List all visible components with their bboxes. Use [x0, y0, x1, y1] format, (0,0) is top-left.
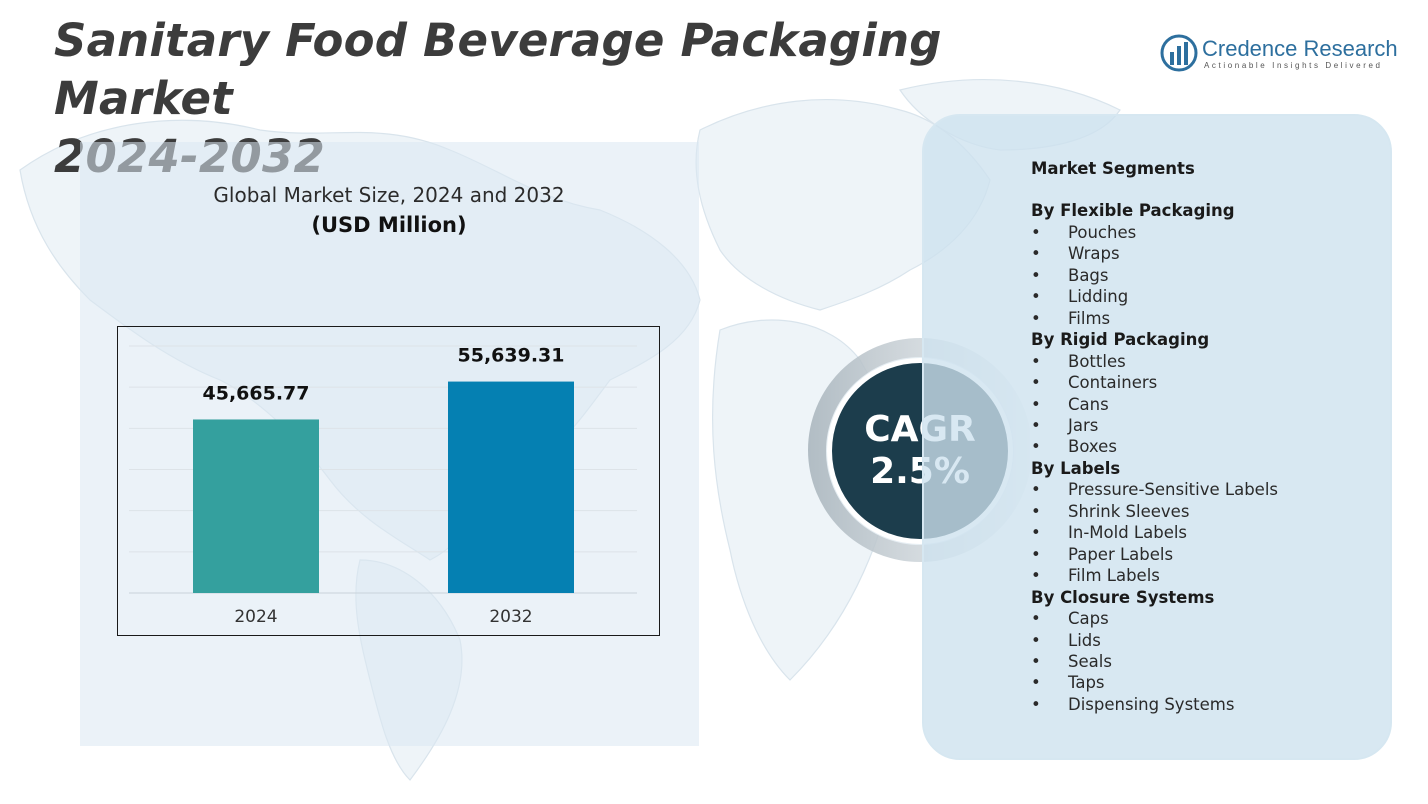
bar-2024	[193, 419, 319, 593]
segment-list-item: • Film Labels	[1031, 565, 1391, 586]
segment-list-item: • Films	[1031, 308, 1391, 329]
segment-item-label: Shrink Sleeves	[1068, 501, 1190, 521]
segment-item-label: Seals	[1068, 651, 1112, 671]
segment-item-label: Pressure-Sensitive Labels	[1068, 480, 1278, 500]
segment-item-label: Paper Labels	[1068, 544, 1174, 564]
bullet-icon: •	[1031, 673, 1041, 693]
segment-list-item: • Bags	[1031, 265, 1391, 286]
segment-list-item: • Taps	[1031, 672, 1391, 693]
chart-subtitle: (USD Million)	[311, 213, 467, 237]
bullet-icon: •	[1031, 308, 1041, 328]
segment-item-label: Films	[1068, 308, 1111, 328]
segment-list-item: • Cans	[1031, 394, 1391, 415]
segment-list-item: • Boxes	[1031, 436, 1391, 457]
chart-title: Global Market Size, 2024 and 2032	[213, 183, 565, 207]
bullet-icon: •	[1031, 394, 1041, 414]
segment-item-label: In-Mold Labels	[1068, 523, 1188, 543]
chart-frame	[117, 326, 660, 636]
segment-list-item: • Paper Labels	[1031, 544, 1391, 565]
segment-item-label: Containers	[1068, 373, 1158, 393]
bullet-icon: •	[1031, 437, 1041, 457]
logo-tagline: Actionable Insights Delivered	[1204, 61, 1383, 70]
segment-list-item: • Jars	[1031, 415, 1391, 436]
bullet-icon: •	[1031, 523, 1041, 543]
bullet-icon: •	[1031, 415, 1041, 435]
segments-panel	[922, 114, 1392, 760]
segment-item-label: Lids	[1068, 630, 1101, 650]
market-size-bar-chart: 45,665.77 2024 55,639.31 2032	[129, 345, 637, 627]
segment-list-item: • Shrink Sleeves	[1031, 501, 1391, 522]
segment-list-item: • Lidding	[1031, 286, 1391, 307]
chart-panel	[80, 142, 699, 746]
segment-group-title: By Rigid Packaging	[1031, 330, 1210, 350]
bullet-icon: •	[1031, 501, 1041, 521]
segment-list-item: • Pouches	[1031, 222, 1391, 243]
segments-heading: Market Segments	[1031, 159, 1195, 178]
segments-list: Market Segments By Flexible Packaging • Po…	[1031, 158, 1391, 715]
segment-item-label: Boxes	[1068, 437, 1117, 457]
segment-list-item: • Dispensing Systems	[1031, 694, 1391, 715]
bullet-icon: •	[1031, 651, 1041, 671]
segment-group-title: By Labels	[1031, 458, 1121, 478]
segment-list-item: • Caps	[1031, 608, 1391, 629]
segment-item-label: Cans	[1068, 394, 1109, 414]
segment-list-item: • In-Mold Labels	[1031, 522, 1391, 543]
segment-item-label: Lidding	[1068, 287, 1129, 307]
segment-list-item: • Wraps	[1031, 243, 1391, 264]
segment-list-item: • Pressure-Sensitive Labels	[1031, 479, 1391, 500]
title-line-1: Sanitary Food Beverage Packaging Market	[54, 14, 942, 125]
segment-list-item: • Seals	[1031, 651, 1391, 672]
segment-item-label: Bags	[1068, 265, 1109, 285]
segment-item-label: Wraps	[1068, 244, 1120, 264]
segment-item-label: Pouches	[1068, 222, 1137, 242]
bar-value-label: 45,665.77	[203, 382, 310, 404]
logo-name: Credence Research	[1202, 36, 1398, 61]
segment-group-title: By Closure Systems	[1031, 587, 1215, 607]
x-tick-label: 2032	[489, 607, 532, 627]
bullet-icon: •	[1031, 222, 1041, 242]
bar-chart-logo-icon	[1160, 34, 1198, 72]
bullet-icon: •	[1031, 244, 1041, 264]
x-tick-label: 2024	[234, 607, 277, 627]
bar-2032	[448, 381, 574, 593]
bullet-icon: •	[1031, 373, 1041, 393]
bullet-icon: •	[1031, 566, 1041, 586]
segment-list-item: • Lids	[1031, 630, 1391, 651]
segment-item-label: Dispensing Systems	[1068, 694, 1235, 714]
bullet-icon: •	[1031, 630, 1041, 650]
segment-list-item: • Containers	[1031, 372, 1391, 393]
segment-item-label: Film Labels	[1068, 566, 1160, 586]
bullet-icon: •	[1031, 480, 1041, 500]
bullet-icon: •	[1031, 694, 1041, 714]
segment-item-label: Jars	[1068, 415, 1099, 435]
bullet-icon: •	[1031, 351, 1041, 371]
bullet-icon: •	[1031, 265, 1041, 285]
segment-group-title: By Flexible Packaging	[1031, 201, 1235, 221]
credence-research-logo: Credence Research Actionable Insights De…	[1160, 34, 1400, 74]
bar-value-label: 55,639.31	[458, 345, 565, 367]
segment-list-item: • Bottles	[1031, 351, 1391, 372]
bullet-icon: •	[1031, 609, 1041, 629]
segment-item-label: Bottles	[1068, 351, 1126, 371]
bullet-icon: •	[1031, 287, 1041, 307]
segment-item-label: Taps	[1068, 673, 1105, 693]
bullet-icon: •	[1031, 544, 1041, 564]
segment-item-label: Caps	[1068, 609, 1109, 629]
